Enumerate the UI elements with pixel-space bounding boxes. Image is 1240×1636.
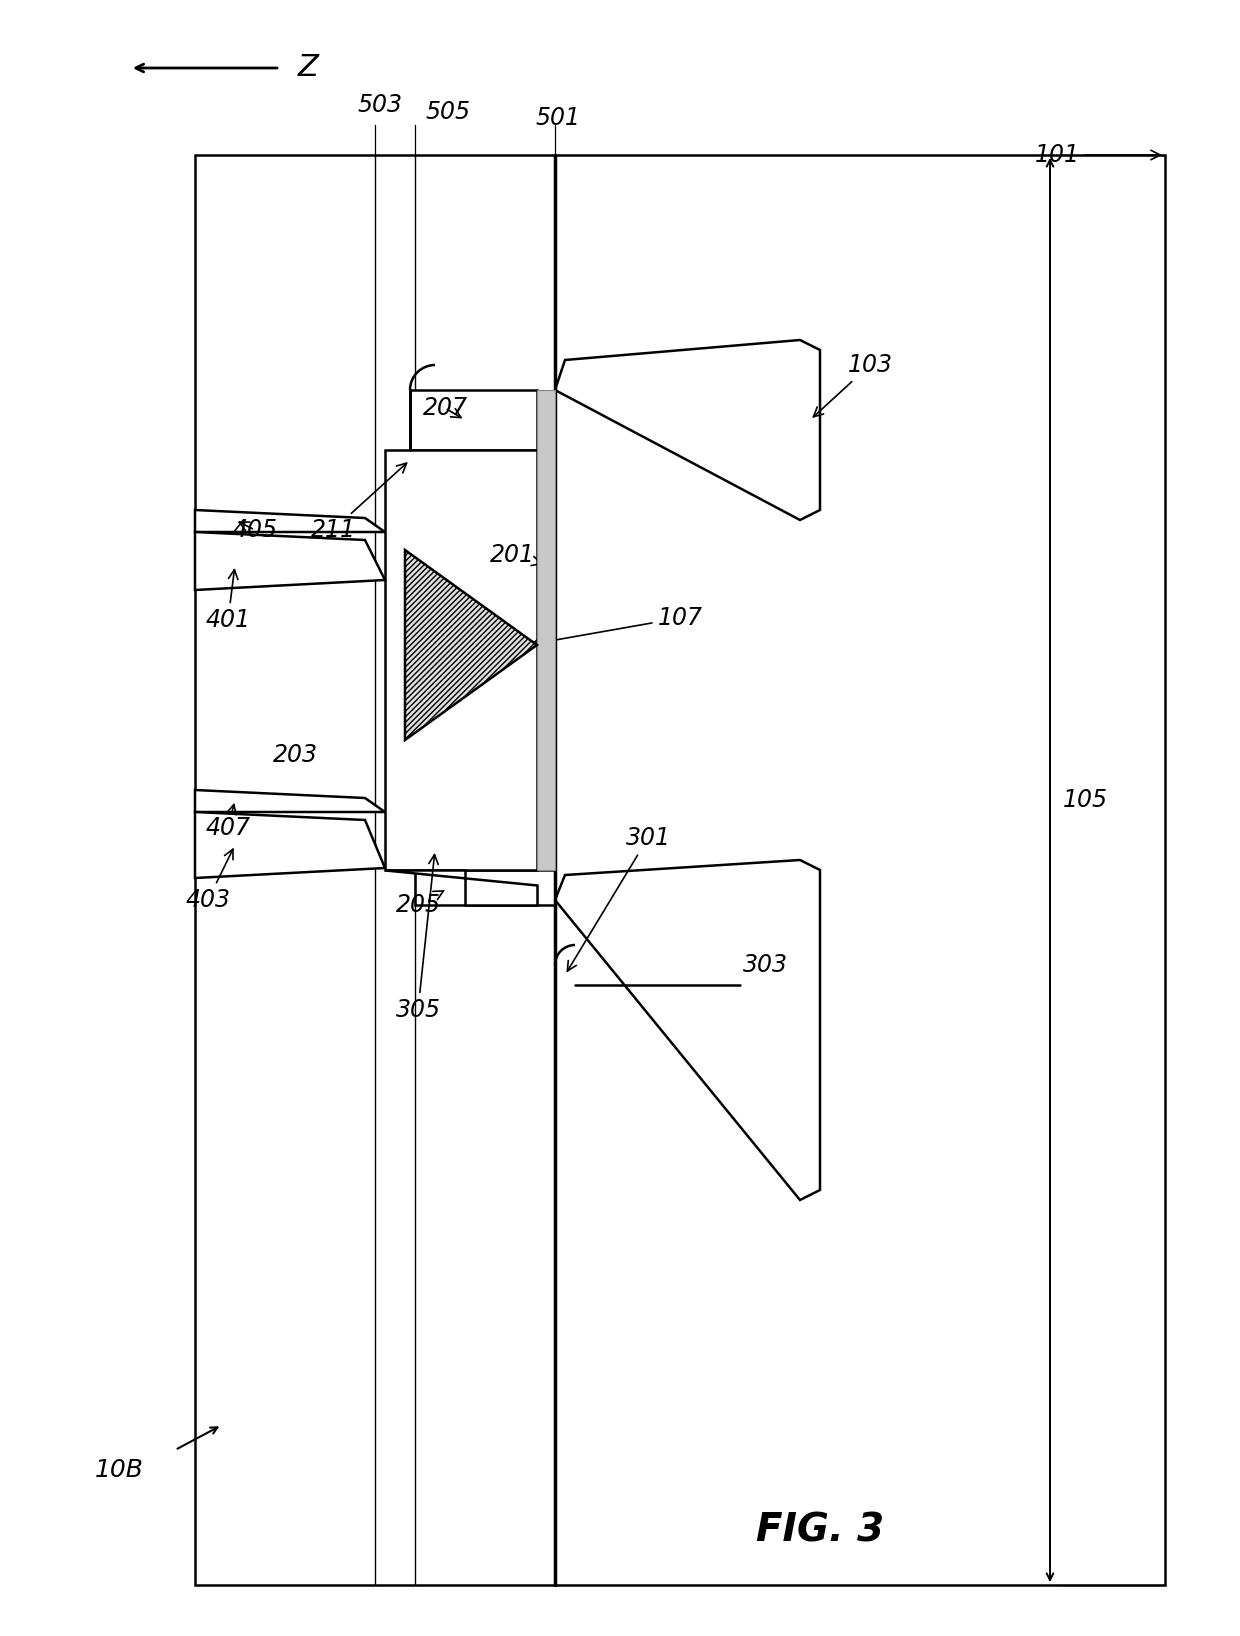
Text: 301: 301 xyxy=(568,826,671,972)
Text: FIG. 3: FIG. 3 xyxy=(756,1512,884,1549)
Text: 205: 205 xyxy=(396,890,444,918)
Text: 107: 107 xyxy=(532,605,703,648)
Polygon shape xyxy=(195,790,384,811)
Text: 505: 505 xyxy=(425,100,470,124)
Text: 101: 101 xyxy=(1035,142,1161,167)
Polygon shape xyxy=(556,861,820,1199)
Text: 10B: 10B xyxy=(95,1458,144,1482)
Polygon shape xyxy=(195,532,384,591)
Text: 203: 203 xyxy=(273,743,317,767)
Polygon shape xyxy=(556,340,820,520)
Text: 103: 103 xyxy=(813,353,893,417)
Text: Z: Z xyxy=(298,54,319,82)
Text: 503: 503 xyxy=(357,93,403,118)
Text: 211: 211 xyxy=(310,463,407,542)
Text: 405: 405 xyxy=(233,519,278,542)
Polygon shape xyxy=(195,811,384,879)
Bar xyxy=(537,389,556,870)
Polygon shape xyxy=(384,870,537,905)
Text: 305: 305 xyxy=(396,854,440,1022)
Text: 407: 407 xyxy=(206,805,250,839)
Text: 105: 105 xyxy=(1063,789,1107,811)
Text: 201: 201 xyxy=(490,543,542,568)
Polygon shape xyxy=(405,550,537,739)
Bar xyxy=(195,155,1166,1585)
Text: 303: 303 xyxy=(743,954,787,977)
Text: 207: 207 xyxy=(423,396,467,420)
Bar xyxy=(384,450,537,870)
Text: 403: 403 xyxy=(186,849,233,911)
Polygon shape xyxy=(410,389,537,450)
Text: 501: 501 xyxy=(536,106,580,129)
Text: 401: 401 xyxy=(206,569,250,631)
Polygon shape xyxy=(415,870,556,905)
Polygon shape xyxy=(195,510,384,532)
